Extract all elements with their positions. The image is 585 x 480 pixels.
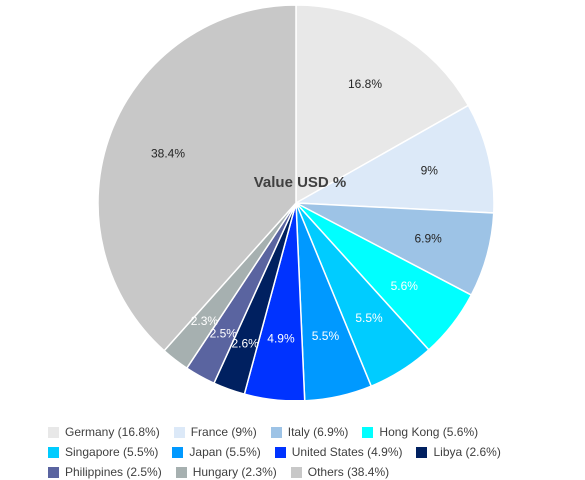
legend-swatch [274,446,286,458]
slice-label-hungary: 2.3% [191,314,219,328]
legend-swatch [172,446,184,458]
slice-label-others: 38.4% [151,146,185,160]
slice-label-germany: 16.8% [348,77,382,91]
legend-item-france: France (9%) [173,424,257,440]
legend-label: France (9%) [190,425,257,439]
legend-label: United States (4.9%) [291,445,403,459]
pie-slice-france [293,104,495,214]
legend-swatch [48,466,59,478]
legend-item-italy: Italy (6.9%) [270,424,349,440]
legend-swatch [416,446,428,458]
legend-label: Germany (16.8%) [65,425,160,439]
slice-label-japan: 5.5% [312,329,340,343]
legend-label: Others (38.4%) [307,465,390,479]
legend-swatch [175,466,187,478]
legend-item-germany: Germany (16.8%) [48,424,160,440]
legend-swatch [48,446,59,458]
legend-label: Italy (6.9%) [287,425,349,439]
pie-slice-germany [295,4,470,205]
legend-item-united-states: United States (4.9%) [274,444,403,460]
legend-item-philippines: Philippines (2.5%) [48,464,162,480]
legend-label: Philippines (2.5%) [65,465,162,479]
legend-label: Hungary (2.3%) [192,465,277,479]
slice-label-united-states: 4.9% [267,331,295,345]
slice-label-france: 9% [421,164,439,178]
legend-swatch [362,426,374,438]
pie-chart-plot: 16.8% 9% 6.9% 5.6% 5.5% 5.5% 4.9% 2.6%2.5%2.3% 3… [97,4,495,400]
legend-label: Japan (5.5%) [189,445,261,459]
legend-item-hong-kong: Hong Kong (5.6%) [362,424,478,440]
pie-slices [97,4,495,400]
legend-item-hungary: Hungary (2.3%) [175,464,277,480]
legend-item-japan: Japan (5.5%) [172,444,261,460]
legend-swatch [173,426,185,438]
chart-title: Value USD % [254,174,347,191]
slice-label-philippines: 2.5% [210,326,238,340]
slice-label-hong-kong: 5.6% [391,279,419,293]
legend-item-others: Others (38.4%) [290,464,390,480]
legend-label: Singapore (5.5%) [65,445,159,459]
slice-label-italy: 6.9% [414,231,442,245]
legend-label: Libya (2.6%) [433,445,501,459]
legend-swatch [290,466,302,478]
pie-slice-others [97,4,297,352]
slice-label-libya: 2.6% [232,336,260,350]
legend-item-libya: Libya (2.6%) [416,444,501,460]
pie-slice-japan [295,202,373,400]
legend-swatch [48,426,59,438]
legend-item-singapore: Singapore (5.5%) [48,444,158,460]
legend-swatch [270,426,282,438]
chart-legend: Germany (16.8%) France (9%) Italy (6.9%) Ho… [48,424,568,480]
slice-labels: 16.8% 9% 6.9% 5.6% 5.5% 5.5% 4.9% 2.6%2.5%2.3% 3… [151,77,442,350]
legend-label: Hong Kong (5.6%) [379,425,479,439]
slice-label-singapore: 5.5% [355,311,383,325]
